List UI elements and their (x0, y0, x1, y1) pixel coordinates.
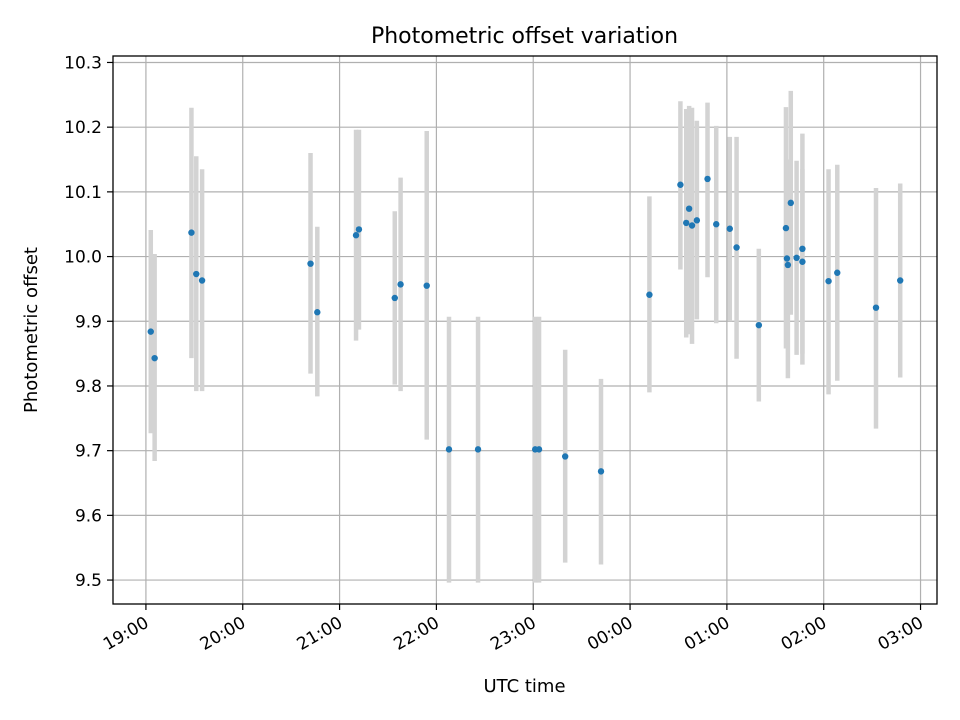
y-axis-label: Photometric offset (21, 247, 42, 413)
data-point (704, 175, 711, 183)
y-tick-label: 10.1 (64, 183, 102, 203)
y-tick-label: 10.2 (64, 118, 102, 138)
data-point (535, 446, 543, 453)
data-point (685, 205, 693, 212)
data-point (834, 269, 841, 276)
data-point (307, 260, 314, 267)
data-point (391, 294, 398, 302)
data-point (783, 255, 791, 262)
grid-lines (113, 56, 937, 604)
y-tick-label: 9.7 (75, 442, 102, 462)
data-point (793, 254, 800, 262)
data-point (799, 245, 806, 253)
data-point (352, 232, 360, 239)
data-point (683, 219, 690, 227)
y-tick-label: 10.3 (64, 53, 102, 73)
chart-title: Photometric offset variation (371, 24, 678, 49)
data-point (314, 309, 321, 316)
data-point (474, 446, 482, 453)
data-point (423, 282, 430, 289)
data-point (445, 446, 453, 453)
data-point (784, 261, 792, 269)
y-tick-label: 10.0 (64, 248, 102, 268)
data-point (151, 354, 158, 362)
data-points (147, 175, 904, 475)
data-point (872, 304, 880, 311)
data-point (713, 221, 720, 228)
data-point (825, 277, 832, 285)
y-tick-label: 9.6 (75, 506, 102, 526)
data-point (355, 226, 363, 233)
data-point (787, 199, 794, 207)
data-point (193, 270, 200, 278)
data-point (693, 217, 701, 224)
data-point (677, 181, 684, 188)
y-axis: 9.5 9.6 9.7 9.8 9.9 10.0 10.1 10.2 10.3 (64, 53, 113, 591)
y-tick-label: 9.9 (75, 312, 102, 332)
data-point (782, 224, 790, 232)
y-tick-label: 9.8 (75, 377, 102, 397)
plot-frame (112, 55, 938, 605)
data-point (897, 277, 904, 284)
data-point (646, 291, 653, 298)
data-point (733, 244, 740, 251)
x-axis-label: UTC time (483, 676, 565, 697)
data-point (147, 328, 154, 335)
data-point (188, 229, 195, 236)
y-tick-label: 9.5 (75, 571, 102, 591)
data-point (688, 222, 696, 229)
data-point (198, 277, 206, 284)
data-point (726, 225, 733, 232)
data-point (397, 281, 404, 288)
data-point (799, 258, 806, 265)
data-point (755, 321, 763, 329)
data-point (597, 468, 605, 475)
data-point (561, 453, 569, 460)
